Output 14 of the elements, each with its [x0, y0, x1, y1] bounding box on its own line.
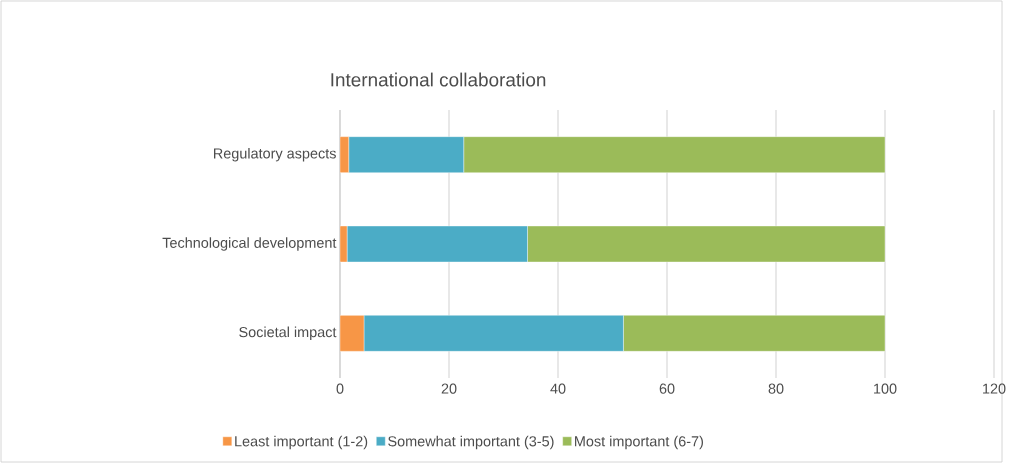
- x-tick-label: 120: [983, 383, 1006, 394]
- x-tick-label: 80: [768, 383, 784, 394]
- x-tick-label: 20: [441, 383, 457, 394]
- legend-label: Least important (1-2): [235, 435, 368, 450]
- legend-label: Somewhat important (3-5): [388, 435, 554, 450]
- x-tick-label: 100: [874, 383, 897, 394]
- x-tick-label: 60: [659, 383, 675, 394]
- legend-label: Most important (6-7): [575, 435, 703, 450]
- y-tick-label: Societal impact: [239, 326, 337, 341]
- x-tick-label: 40: [550, 383, 566, 394]
- chart-title: International collaboration: [331, 72, 546, 87]
- y-tick-label: Technological development: [162, 237, 337, 251]
- y-tick-label: Regulatory aspects: [214, 147, 336, 162]
- x-tick-label: 0: [336, 383, 344, 394]
